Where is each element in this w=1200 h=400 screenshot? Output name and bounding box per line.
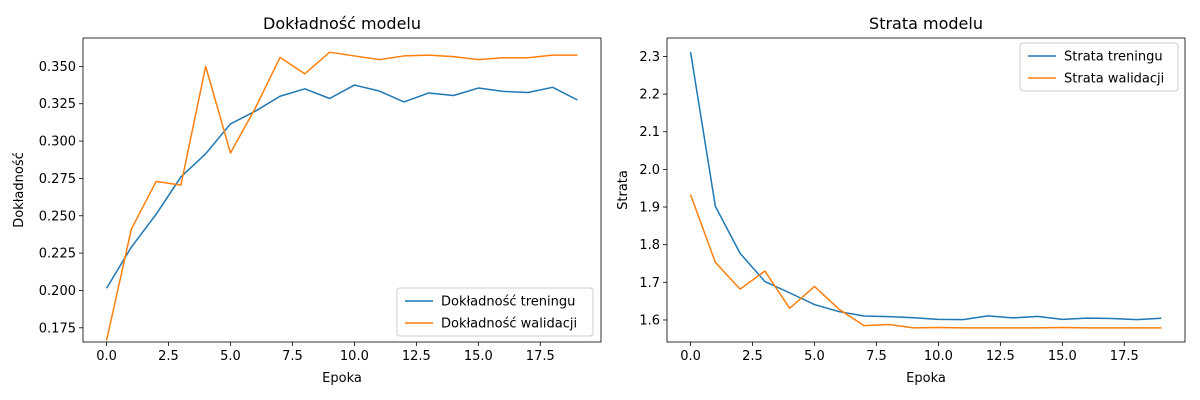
loss-x-tick-label: 15.0 [1048,349,1077,364]
loss-x-tick-label: 12.5 [986,349,1015,364]
loss-x-tick-label: 2.5 [742,349,763,364]
accuracy-legend-entry: Dokładność treningu [441,295,575,310]
accuracy-y-tick-label: 0.250 [39,209,76,224]
accuracy-chart: Dokładność modelu 0.0 2.5 5.0 7.5 10.0 12.5 15.… [12,14,602,386]
loss-legend: Strata treningu Strata walidacji [1019,42,1179,92]
accuracy-y-tick-label: 0.275 [39,172,76,187]
accuracy-legend: Dokładność treningu Dokładność walidacji [396,287,594,337]
accuracy-plot-frame [82,37,602,343]
loss-x-axis-label: Epoka [906,371,946,386]
loss-plot-frame [666,37,1186,343]
loss-y-tick-label: 1.8 [639,238,660,253]
accuracy-x-tick-label: 2.5 [158,349,179,364]
loss-series-line-validation [689,194,1162,329]
loss-y-tick-label: 1.9 [639,201,660,216]
loss-legend-entry: Strata walidacji [1064,72,1164,87]
loss-x-tick-label: 10.0 [924,349,953,364]
accuracy-legend-entry: Dokładność walidacji [441,317,577,332]
loss-y-tick-label: 2.0 [639,163,660,178]
loss-legend-entry: Strata treningu [1064,50,1163,65]
accuracy-y-tick-label: 0.225 [39,247,76,262]
accuracy-y-tick-label: 0.200 [39,284,76,299]
loss-series-line-train [689,51,1162,321]
loss-chart: Strata modelu 0.0 2.5 5.0 7.5 10.0 12.5 15.0 17.… [616,14,1186,386]
loss-y-tick-label: 2.3 [639,50,660,65]
loss-y-tick-label: 2.2 [639,88,660,103]
accuracy-y-tick-label: 0.175 [39,321,76,336]
accuracy-series-line-train [105,84,578,289]
loss-x-tick-label: 7.5 [866,349,887,364]
accuracy-y-tick-label: 0.350 [39,60,76,75]
accuracy-y-tick-label: 0.325 [39,97,76,112]
loss-y-tick-label: 1.7 [639,276,660,291]
accuracy-legend-box [396,287,594,337]
loss-chart-title: Strata modelu [869,14,983,33]
accuracy-x-tick-label: 5.0 [220,349,241,364]
accuracy-x-tick-label: 7.5 [282,349,303,364]
accuracy-y-tick-label: 0.300 [39,135,76,150]
loss-x-tick-label: 0.0 [680,349,701,364]
loss-x-tick-label: 5.0 [804,349,825,364]
accuracy-x-tick-label: 17.5 [526,349,555,364]
loss-legend-box [1019,42,1179,92]
accuracy-x-tick-label: 12.5 [402,349,431,364]
accuracy-x-tick-label: 10.0 [340,349,369,364]
loss-y-tick-label: 2.1 [639,125,660,140]
accuracy-x-tick-label: 15.0 [464,349,493,364]
loss-x-tick-label: 17.5 [1110,349,1139,364]
accuracy-x-tick-label: 0.0 [96,349,117,364]
accuracy-x-axis-label: Epoka [322,371,362,386]
accuracy-series-line-validation [105,51,578,341]
accuracy-chart-title: Dokładność modelu [263,14,421,33]
accuracy-y-axis-label: Dokładność [12,152,27,228]
loss-y-axis-label: Strata [616,170,631,210]
loss-y-tick-label: 1.6 [639,313,660,328]
